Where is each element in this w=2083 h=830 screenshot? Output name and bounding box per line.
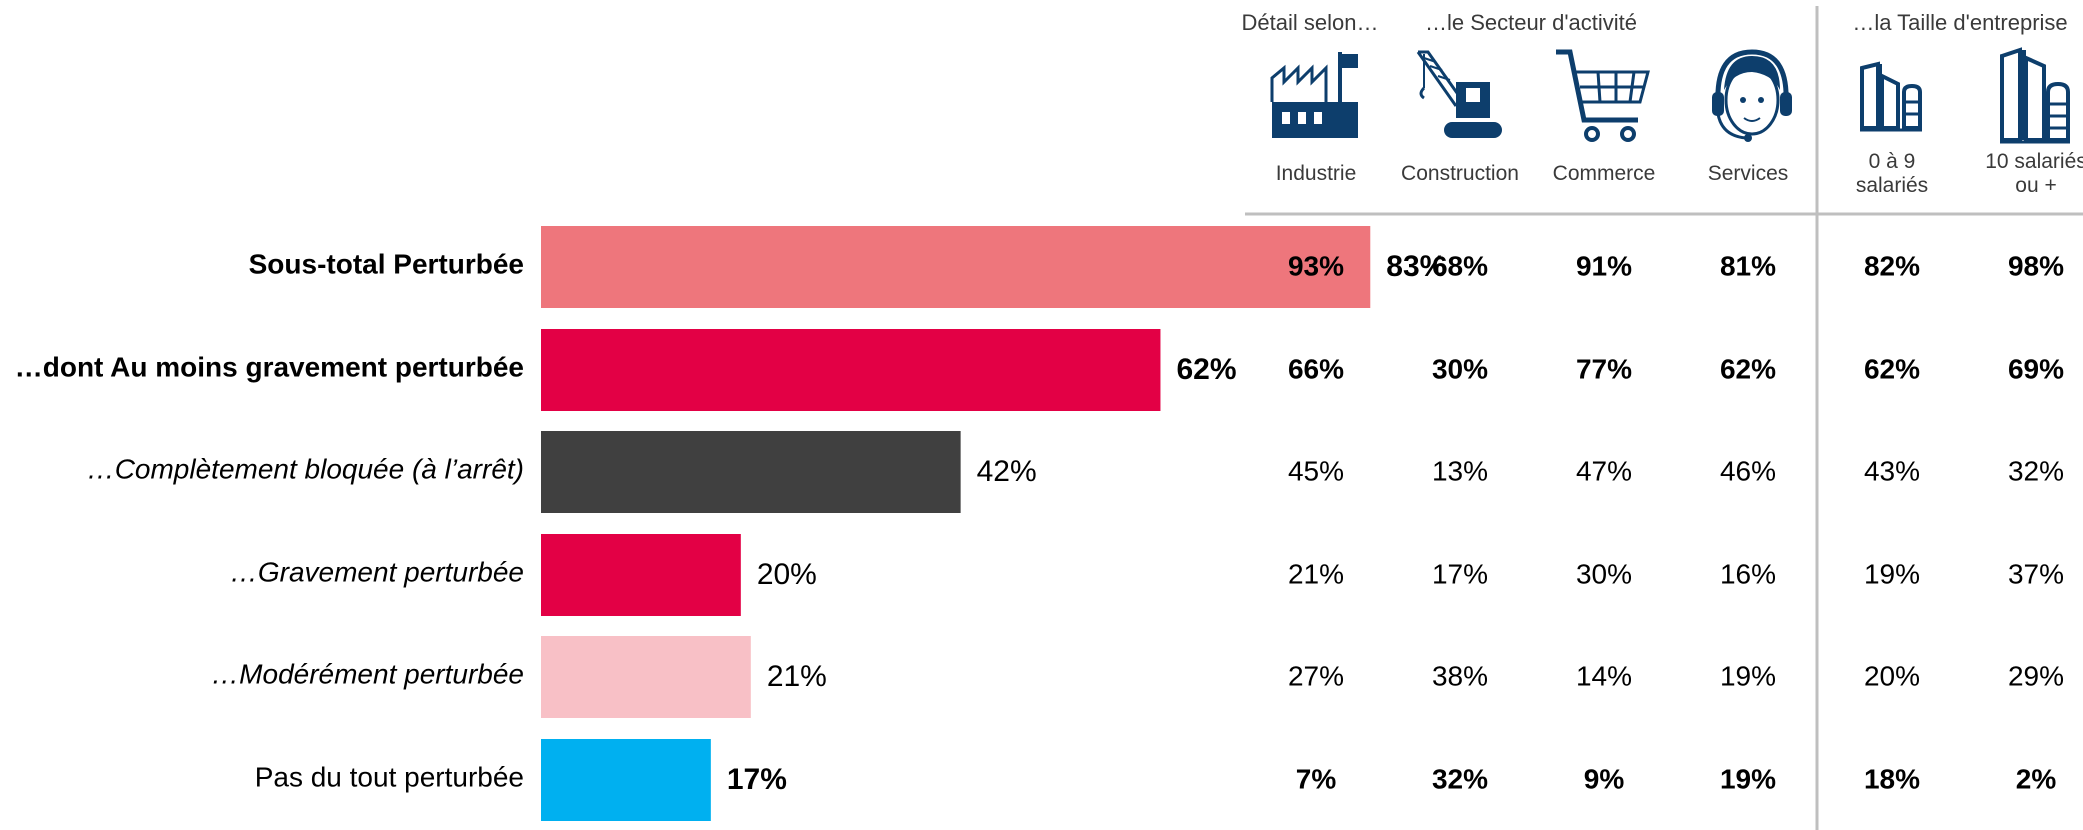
- table-cell: 62%: [1864, 353, 1920, 384]
- table-cell: 38%: [1432, 660, 1488, 691]
- bar: [541, 739, 711, 821]
- category-label: …Modérément perturbée: [211, 658, 524, 689]
- bar: [541, 226, 1371, 308]
- column-label: Commerce: [1553, 162, 1656, 185]
- large-building-icon: [2000, 47, 2070, 144]
- header-detail: Détail selon…: [1242, 10, 1379, 35]
- bar-value-label: 62%: [1176, 353, 1236, 386]
- bar: [541, 329, 1161, 411]
- table-cell: 47%: [1576, 455, 1632, 486]
- table-cell: 32%: [1432, 763, 1488, 794]
- category-label: …dont Au moins gravement perturbée: [15, 351, 524, 382]
- bars: Sous-total Perturbée 83% …dont Au moins gr…: [15, 226, 1446, 821]
- table-cell: 45%: [1288, 455, 1344, 486]
- table-cell: 77%: [1576, 353, 1632, 384]
- table-cell: 46%: [1720, 455, 1776, 486]
- crane-icon: [1416, 50, 1502, 138]
- table-cell: 19%: [1720, 763, 1776, 794]
- column-label: ou +: [2015, 174, 2056, 197]
- table-cell: 17%: [1432, 558, 1488, 589]
- table-cell: 18%: [1864, 763, 1920, 794]
- column-label: Services: [1708, 162, 1789, 185]
- category-label: Pas du tout perturbée: [255, 761, 524, 792]
- table-cell: 2%: [2016, 763, 2057, 794]
- bar: [541, 431, 961, 513]
- table-cell: 91%: [1576, 250, 1632, 281]
- column-label: Industrie: [1276, 162, 1357, 185]
- small-building-icon: [1860, 61, 1922, 132]
- bar-value-label: 17%: [727, 763, 787, 796]
- bar: [541, 534, 741, 616]
- bar-value-label: 83%: [1386, 250, 1446, 283]
- column-label: 10 salariés: [1985, 150, 2083, 173]
- bar-value-label: 21%: [767, 660, 827, 693]
- table-cell: 43%: [1864, 455, 1920, 486]
- table-cell: 32%: [2008, 455, 2064, 486]
- table-cell: 16%: [1720, 558, 1776, 589]
- table-cell: 37%: [2008, 558, 2064, 589]
- table-cell: 20%: [1864, 660, 1920, 691]
- factory-icon: [1270, 52, 1358, 138]
- shopping-cart-icon: [1556, 49, 1650, 142]
- category-label: Sous-total Perturbée: [249, 248, 524, 279]
- table-cell: 13%: [1432, 455, 1488, 486]
- table-cell: 21%: [1288, 558, 1344, 589]
- column-label: Construction: [1401, 162, 1519, 185]
- column-label: salariés: [1856, 174, 1928, 197]
- table-cell: 66%: [1288, 353, 1344, 384]
- table-cell: 9%: [1584, 763, 1625, 794]
- table-cell: 98%: [2008, 250, 2064, 281]
- table-cell: 19%: [1864, 558, 1920, 589]
- table-cell: 82%: [1864, 250, 1920, 281]
- table-cell: 30%: [1576, 558, 1632, 589]
- column-label: 0 à 9: [1869, 150, 1916, 173]
- headset-operator-icon: [1712, 49, 1792, 142]
- header-size: …la Taille d'entreprise: [1852, 10, 2067, 35]
- header-sector: …le Secteur d'activité: [1425, 10, 1637, 35]
- bar-value-label: 42%: [977, 455, 1037, 488]
- table-cell: 27%: [1288, 660, 1344, 691]
- table-cell: 69%: [2008, 353, 2064, 384]
- table-cell: 68%: [1432, 250, 1488, 281]
- detail-table: Industrie Construction Commerce Services 0 à…: [1276, 150, 2083, 794]
- table-cell: 93%: [1288, 250, 1344, 281]
- table-cell: 29%: [2008, 660, 2064, 691]
- table-cell: 14%: [1576, 660, 1632, 691]
- category-label: …Complètement bloquée (à l’arrêt): [87, 453, 524, 484]
- table-cell: 19%: [1720, 660, 1776, 691]
- table-cell: 30%: [1432, 353, 1488, 384]
- table-cell: 7%: [1296, 763, 1337, 794]
- table-cell: 81%: [1720, 250, 1776, 281]
- table-cell: 62%: [1720, 353, 1776, 384]
- category-label: …Gravement perturbée: [230, 556, 524, 587]
- bar-value-label: 20%: [757, 558, 817, 591]
- bar: [541, 636, 751, 718]
